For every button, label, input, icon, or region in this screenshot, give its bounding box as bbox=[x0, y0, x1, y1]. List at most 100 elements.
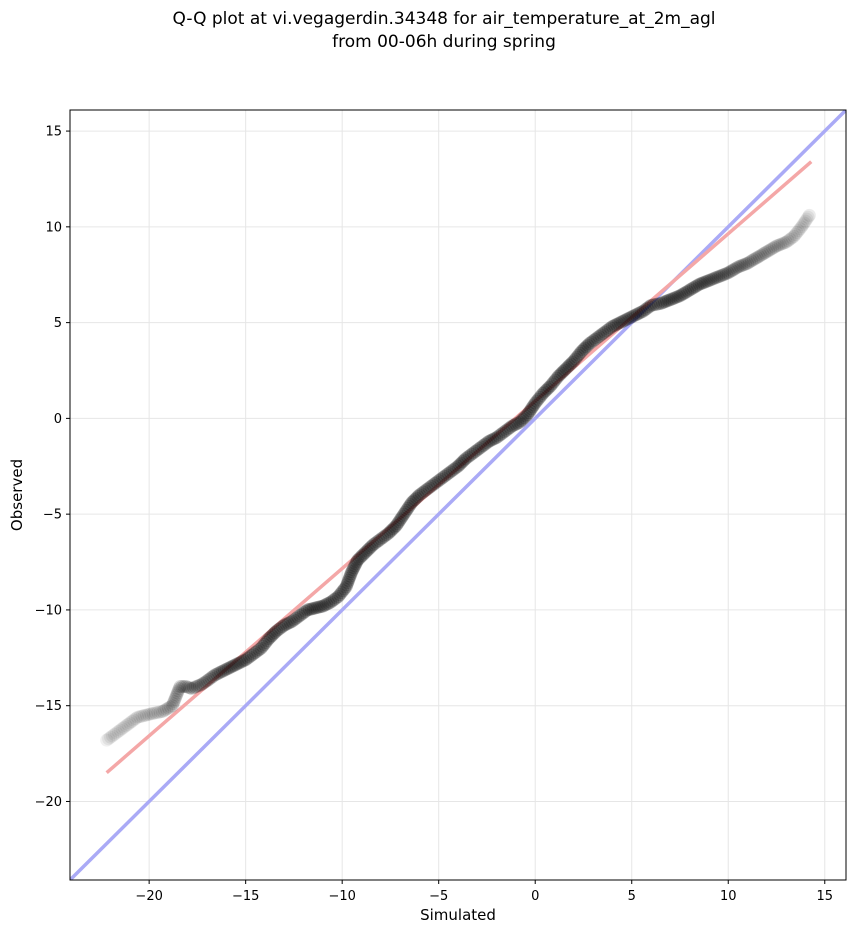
quantile-point bbox=[609, 318, 623, 332]
quantile-point bbox=[766, 241, 780, 255]
quantile-point bbox=[302, 602, 316, 616]
quantile-point bbox=[797, 216, 811, 230]
y-tick-label: 15 bbox=[45, 125, 62, 140]
quantile-point bbox=[596, 327, 610, 341]
x-tick-label: −15 bbox=[232, 889, 259, 904]
quantile-point bbox=[752, 249, 766, 263]
quantile-point bbox=[227, 658, 241, 672]
quantile-point bbox=[544, 379, 558, 393]
quantile-point bbox=[135, 709, 149, 723]
quantile-point bbox=[692, 277, 706, 291]
quantile-point bbox=[196, 676, 210, 690]
quantile-point bbox=[735, 259, 749, 273]
quantile-point bbox=[386, 522, 400, 536]
quantile-point bbox=[402, 499, 416, 513]
quantile-point bbox=[202, 672, 216, 686]
quantile-point bbox=[210, 667, 224, 681]
x-tick-label: 15 bbox=[816, 889, 833, 904]
quantile-point bbox=[283, 615, 297, 629]
quantile-point bbox=[115, 722, 129, 736]
quantile-point bbox=[482, 434, 496, 448]
quantile-point bbox=[365, 539, 379, 553]
x-tick-label: 10 bbox=[720, 889, 737, 904]
quantile-point bbox=[449, 461, 463, 475]
quantile-point bbox=[391, 517, 405, 531]
quantile-point bbox=[378, 529, 392, 543]
quantile-point bbox=[654, 296, 668, 310]
quantile-points bbox=[100, 208, 816, 747]
quantile-point bbox=[279, 617, 293, 631]
quantile-point bbox=[771, 238, 785, 252]
quantile-point bbox=[401, 501, 415, 515]
quantile-point bbox=[708, 271, 722, 285]
quantile-point bbox=[316, 599, 330, 613]
quantile-point bbox=[172, 682, 186, 696]
quantile-point bbox=[200, 674, 214, 688]
quantile-point bbox=[400, 503, 414, 517]
quantile-point bbox=[374, 532, 388, 546]
quantile-point bbox=[215, 664, 229, 678]
quantile-point bbox=[453, 458, 467, 472]
quantile-point bbox=[266, 627, 280, 641]
quantile-point bbox=[306, 601, 320, 615]
quantile-point bbox=[600, 324, 614, 338]
quantile-point bbox=[523, 404, 537, 418]
quantile-point bbox=[418, 484, 432, 498]
quantile-point bbox=[363, 541, 377, 555]
quantile-point bbox=[165, 699, 179, 713]
quantile-point bbox=[661, 293, 675, 307]
quantile-point bbox=[244, 648, 258, 662]
quantile-point bbox=[694, 277, 708, 291]
quantile-point bbox=[507, 418, 521, 432]
quantile-point bbox=[768, 240, 782, 254]
quantile-point bbox=[742, 255, 756, 269]
quantile-point bbox=[158, 703, 172, 717]
quantile-point bbox=[447, 462, 461, 476]
quantile-point bbox=[764, 242, 778, 256]
quantile-point bbox=[457, 453, 471, 467]
quantile-point bbox=[185, 681, 199, 695]
quantile-point bbox=[573, 346, 587, 360]
quantile-point bbox=[398, 505, 412, 519]
quantile-point bbox=[783, 232, 797, 246]
quantile-point bbox=[456, 455, 470, 469]
quantile-point bbox=[389, 519, 403, 533]
quantile-point bbox=[237, 654, 251, 668]
quantile-point bbox=[372, 533, 386, 547]
quantile-point bbox=[744, 254, 758, 268]
quantile-point bbox=[166, 697, 180, 711]
quantile-point bbox=[517, 411, 531, 425]
quantile-point bbox=[268, 626, 282, 640]
quantile-point bbox=[198, 675, 212, 689]
quantile-point bbox=[270, 624, 284, 638]
quantile-point bbox=[146, 706, 160, 720]
quantile-point bbox=[553, 368, 567, 382]
quantile-point bbox=[408, 493, 422, 507]
quantile-point bbox=[156, 704, 170, 718]
quantile-point bbox=[651, 297, 665, 311]
quantile-point bbox=[354, 550, 368, 564]
quantile-point bbox=[217, 663, 231, 677]
x-tick-label: 0 bbox=[531, 889, 539, 904]
quantile-point bbox=[339, 580, 353, 594]
quantile-point bbox=[351, 553, 365, 567]
fit-line bbox=[105, 160, 813, 775]
quantile-point bbox=[712, 270, 726, 284]
plot-frame bbox=[69, 109, 847, 881]
quantile-point bbox=[511, 416, 525, 430]
quantile-point bbox=[144, 707, 158, 721]
quantile-point bbox=[119, 719, 133, 733]
quantile-point bbox=[308, 601, 322, 615]
quantile-point bbox=[642, 300, 656, 314]
quantile-point bbox=[700, 274, 714, 288]
quantile-point bbox=[723, 265, 737, 279]
quantile-point bbox=[225, 659, 239, 673]
quantile-point bbox=[551, 369, 565, 383]
quantile-point bbox=[380, 528, 394, 542]
quantile-point bbox=[490, 431, 504, 445]
quantile-point bbox=[760, 245, 774, 259]
quantile-point bbox=[478, 437, 492, 451]
quantile-point bbox=[592, 329, 606, 343]
quantile-point bbox=[476, 439, 490, 453]
quantile-point bbox=[346, 563, 360, 577]
